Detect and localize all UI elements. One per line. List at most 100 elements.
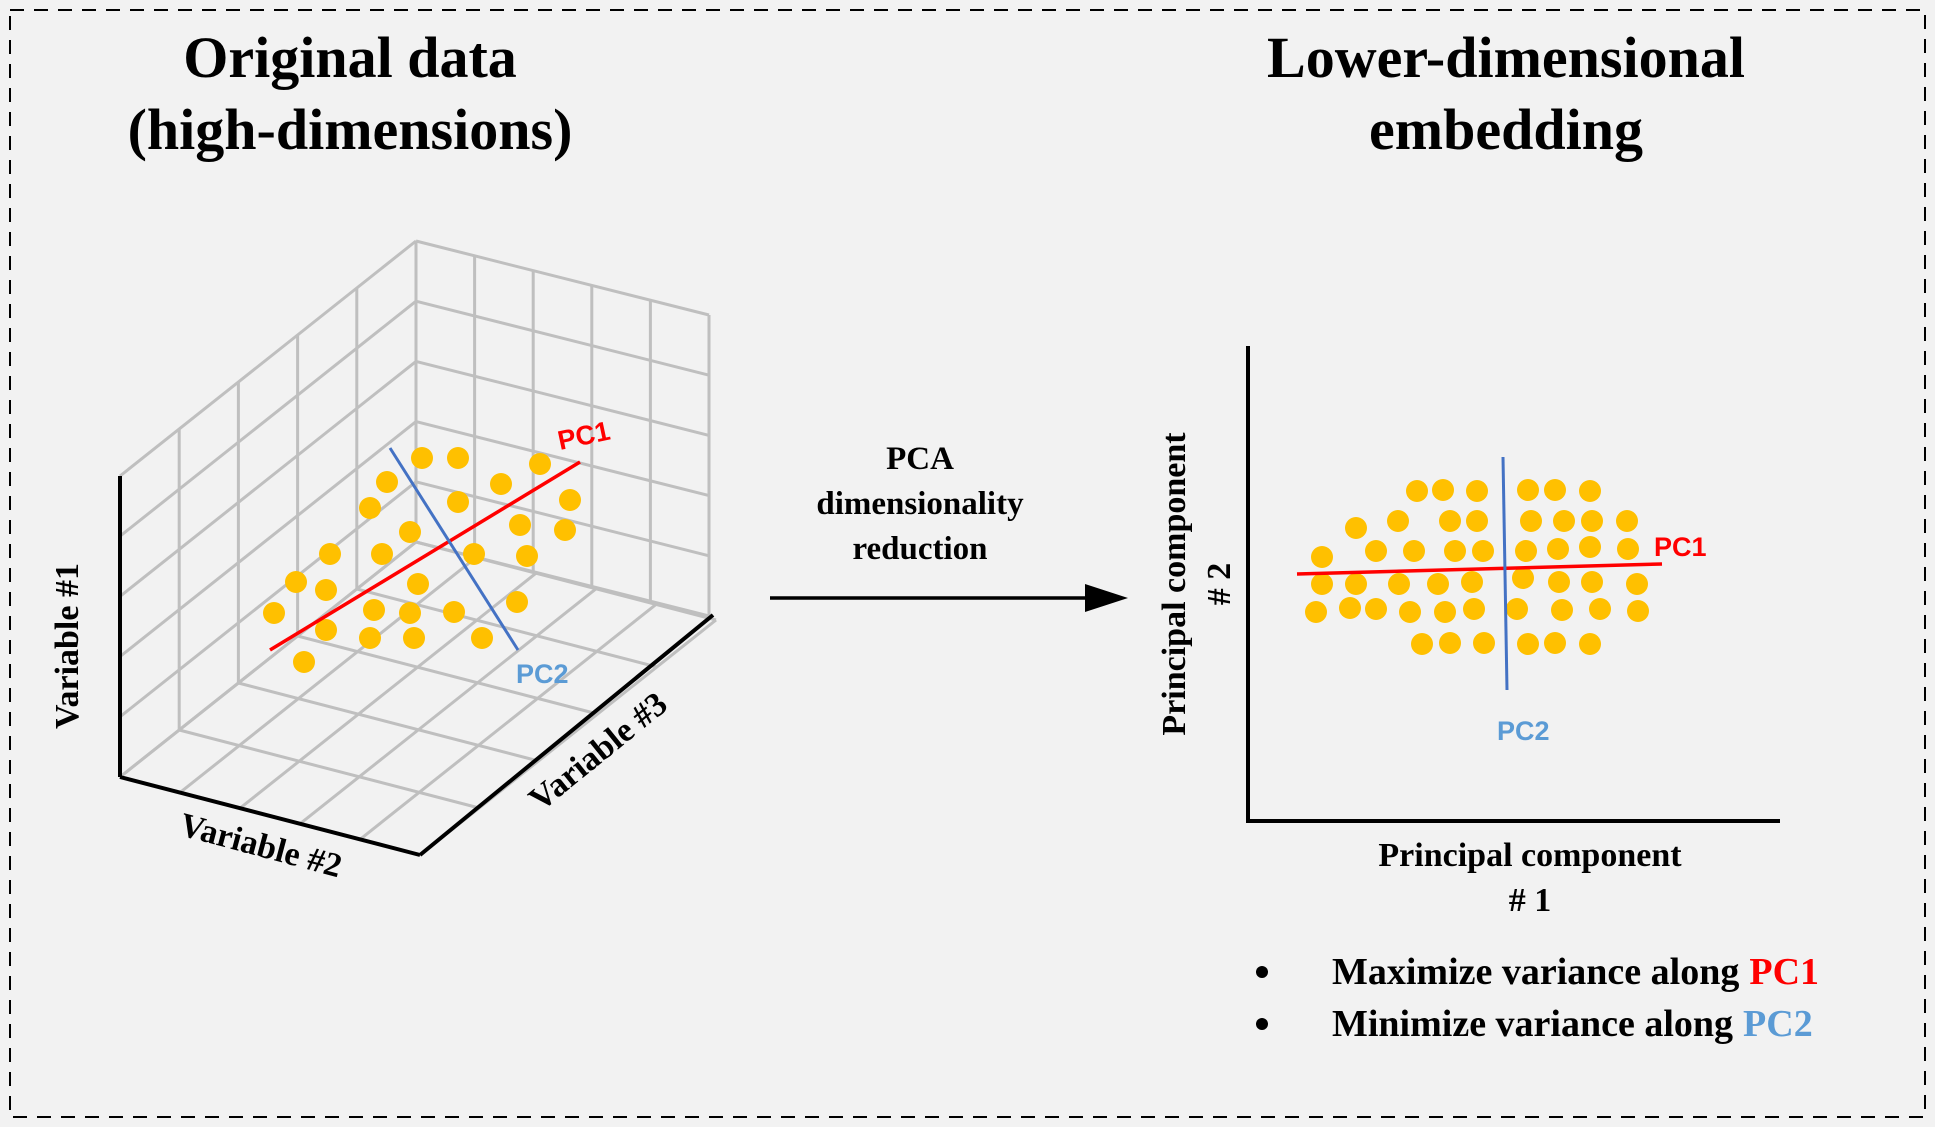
- data-point: [471, 627, 493, 649]
- data-point: [1506, 598, 1528, 620]
- data-point: [1365, 598, 1387, 620]
- data-point: [1544, 632, 1566, 654]
- data-point: [559, 489, 581, 511]
- data-point: [285, 571, 307, 593]
- data-point: [1544, 479, 1566, 501]
- data-point: [315, 579, 337, 601]
- pca-label: PCA dimensionality reduction: [760, 437, 1080, 572]
- data-point: [447, 491, 469, 513]
- data-point: [1517, 479, 1539, 501]
- data-point: [1473, 632, 1495, 654]
- bullet-dot-icon: [1256, 1018, 1268, 1030]
- data-point: [1399, 601, 1421, 623]
- data-point: [1466, 510, 1488, 532]
- data-point: [1626, 573, 1648, 595]
- data-point: [359, 627, 381, 649]
- data-point: [1579, 633, 1601, 655]
- data-point: [399, 521, 421, 543]
- 3d-grid: [118, 239, 717, 857]
- pc1-label-3d: PC1: [555, 416, 613, 456]
- data-point: [1432, 479, 1454, 501]
- data-point: [1403, 540, 1425, 562]
- data-point: [371, 543, 393, 565]
- data-point: [1439, 632, 1461, 654]
- left-title-line1: Original data: [183, 25, 517, 90]
- left-title: Original data (high-dimensions): [80, 22, 620, 166]
- data-point: [1339, 597, 1361, 619]
- data-point: [447, 447, 469, 469]
- 2d-axes: [1246, 346, 1780, 823]
- data-point: [263, 602, 285, 624]
- data-point: [399, 602, 421, 624]
- bullet-item-maximize: Maximize variance along PC1: [1256, 946, 1819, 998]
- data-point: [1311, 546, 1333, 568]
- 3d-scatter-points: [263, 447, 581, 673]
- data-point: [411, 447, 433, 469]
- data-point: [1553, 510, 1575, 532]
- data-point: [1547, 538, 1569, 560]
- data-point: [1411, 633, 1433, 655]
- pca-label-line3: reduction: [852, 531, 988, 567]
- data-point: [1520, 510, 1542, 532]
- data-point: [1517, 633, 1539, 655]
- data-point: [1581, 571, 1603, 593]
- right-title: Lower-dimensional embedding: [1236, 22, 1776, 166]
- data-point: [529, 453, 551, 475]
- pc2-line-2d: [1501, 456, 1509, 691]
- right-title-line1: Lower-dimensional: [1267, 25, 1745, 90]
- data-point: [516, 545, 538, 567]
- pca-label-line1: PCA: [886, 441, 954, 477]
- data-point: [319, 543, 341, 565]
- data-point: [1579, 480, 1601, 502]
- y-axis-label-line2: # 2: [1201, 563, 1238, 606]
- data-point: [554, 519, 576, 541]
- data-point: [1387, 510, 1409, 532]
- data-point: [1579, 536, 1601, 558]
- data-point: [1345, 517, 1367, 539]
- data-point: [1461, 571, 1483, 593]
- bullet-text: Maximize variance along: [1332, 951, 1740, 993]
- bullet-dot-icon: [1256, 966, 1268, 978]
- data-point: [443, 601, 465, 623]
- pc1-label-2d: PC1: [1654, 532, 1707, 562]
- data-point: [403, 627, 425, 649]
- x-axis-label-line1: Principal component: [1378, 837, 1682, 874]
- data-point: [376, 471, 398, 493]
- data-point: [363, 599, 385, 621]
- data-point: [1472, 540, 1494, 562]
- x-axis-label-line2: # 1: [1509, 882, 1552, 919]
- data-point: [1406, 480, 1428, 502]
- axis-variable-2: [119, 775, 421, 857]
- pc1-line-3d: [269, 460, 581, 652]
- data-point: [506, 591, 528, 613]
- axis-label-variable-1: Variable #1: [49, 563, 86, 729]
- data-point: [1444, 540, 1466, 562]
- data-point: [1548, 571, 1570, 593]
- data-point: [1627, 600, 1649, 622]
- bullet-list: Maximize variance along PC1 Minimize var…: [1256, 946, 1819, 1050]
- data-point: [407, 573, 429, 595]
- pc2-line-3d: [388, 447, 520, 651]
- data-point: [490, 473, 512, 495]
- left-title-line2: (high-dimensions): [127, 97, 573, 162]
- bullet-highlight-pc1: PC1: [1749, 951, 1820, 993]
- data-point: [1616, 510, 1638, 532]
- right-title-line2: embedding: [1369, 97, 1643, 162]
- pca-label-line2: dimensionality: [816, 486, 1024, 522]
- pca-arrow: [770, 584, 1128, 612]
- bullet-item-minimize: Minimize variance along PC2: [1256, 998, 1819, 1050]
- y-axis-label-line1: Principal component: [1156, 432, 1193, 736]
- pc2-label-2d: PC2: [1497, 716, 1550, 746]
- axis-variable-3: [418, 613, 715, 857]
- data-point: [1427, 573, 1449, 595]
- data-point: [509, 514, 531, 536]
- data-point: [1466, 480, 1488, 502]
- data-point: [1515, 540, 1537, 562]
- bullet-text: Minimize variance along: [1332, 1003, 1734, 1045]
- data-point: [1365, 540, 1387, 562]
- data-point: [293, 651, 315, 673]
- data-point: [1581, 510, 1603, 532]
- data-point: [359, 497, 381, 519]
